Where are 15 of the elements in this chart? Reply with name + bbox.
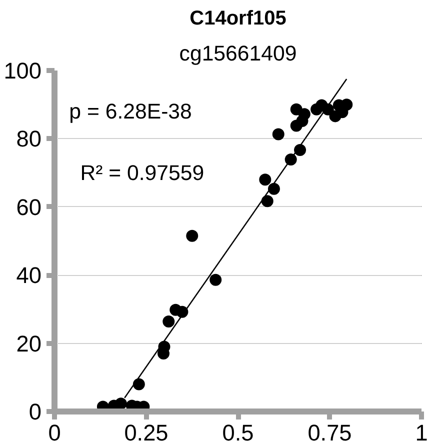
y-tick-label: 40 [16,262,42,288]
y-tick-label: 20 [16,330,42,356]
chart-subtitle: cg15661409 [179,42,297,66]
y-tick-label: 0 [28,398,42,424]
y-tick-label: 80 [16,126,42,152]
x-tick-label: 0.25 [124,420,168,443]
x-tick-label: 0.5 [222,420,254,443]
annotation: R² = 0.97559 [80,160,204,185]
x-tick-label: 0 [48,420,61,443]
x-tick-label: 1 [415,420,428,443]
chart-title: C14orf105 [190,8,286,30]
y-tick-label: 60 [16,194,42,220]
annotation: p = 6.28E-38 [69,99,192,124]
y-tick-label: 100 [4,58,42,84]
x-tick-label: 0.75 [308,420,352,443]
